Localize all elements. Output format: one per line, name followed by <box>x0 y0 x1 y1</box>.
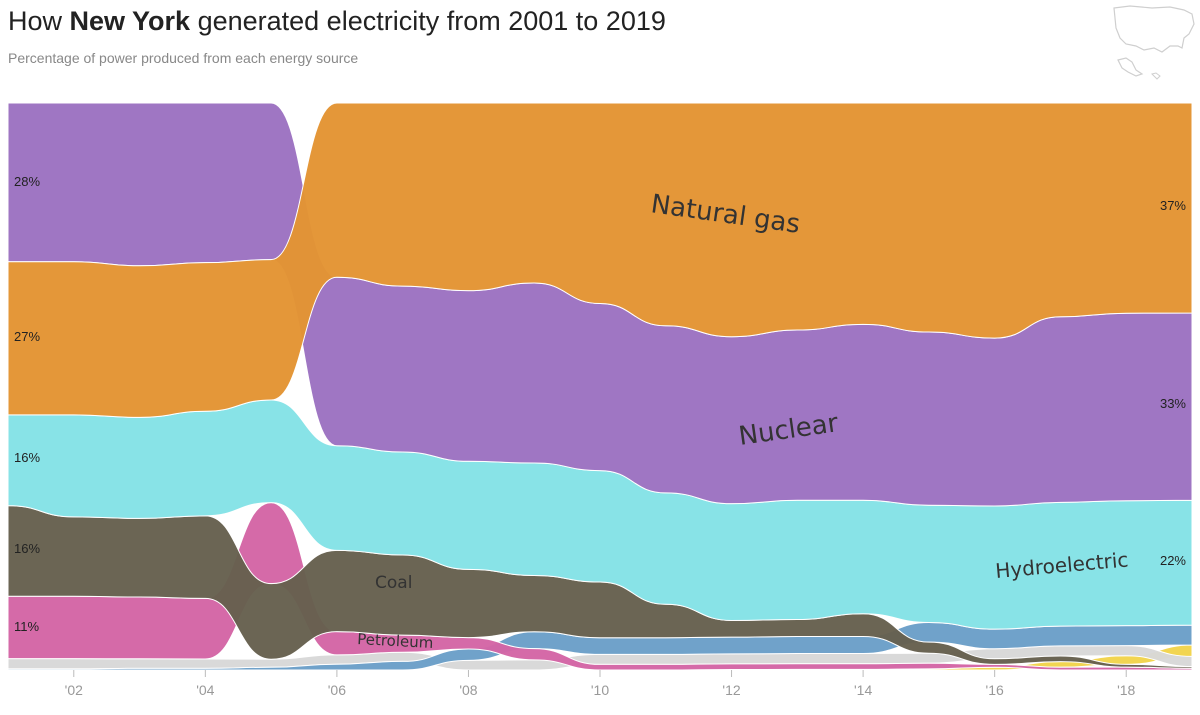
x-tick-label: '14 <box>854 682 872 698</box>
start-label-28: 28% <box>14 174 40 189</box>
start-percent-labels: 28% 27% 16% 16% 11% <box>14 174 40 634</box>
x-tick-label: '04 <box>196 682 214 698</box>
x-tick-label: '06 <box>328 682 346 698</box>
title-prefix: How <box>8 6 70 36</box>
start-label-16a: 16% <box>14 450 40 465</box>
band-natural-gas[interactable] <box>7 102 1193 418</box>
x-tick-label: '16 <box>986 682 1004 698</box>
x-axis: '02 '04 '06 '08 '10 '12 '14 '16 '18 <box>65 670 1136 698</box>
end-label-33: 33% <box>1160 396 1186 411</box>
start-label-27: 27% <box>14 329 40 344</box>
us-map-icon[interactable] <box>1100 0 1200 90</box>
end-label-37: 37% <box>1160 198 1186 213</box>
stream-bands <box>7 102 1193 671</box>
title-state: New York <box>69 6 191 36</box>
x-tick-label: '10 <box>591 682 609 698</box>
x-tick-label: '08 <box>459 682 477 698</box>
start-label-16b: 16% <box>14 541 40 556</box>
x-tick-label: '02 <box>65 682 83 698</box>
start-label-11: 11% <box>14 619 39 634</box>
x-tick-label: '12 <box>722 682 740 698</box>
end-label-22: 22% <box>1160 553 1186 568</box>
chart-subtitle: Percentage of power produced from each e… <box>8 50 359 66</box>
title-suffix: generated electricity from 2001 to 2019 <box>190 6 666 36</box>
chart-title: How New York generated electricity from … <box>8 6 666 37</box>
x-tick-label: '18 <box>1117 682 1135 698</box>
label-coal: Coal <box>375 573 412 593</box>
end-percent-labels: 37% 33% 22% <box>1160 198 1186 568</box>
label-petroleum: Petroleum <box>357 630 434 652</box>
